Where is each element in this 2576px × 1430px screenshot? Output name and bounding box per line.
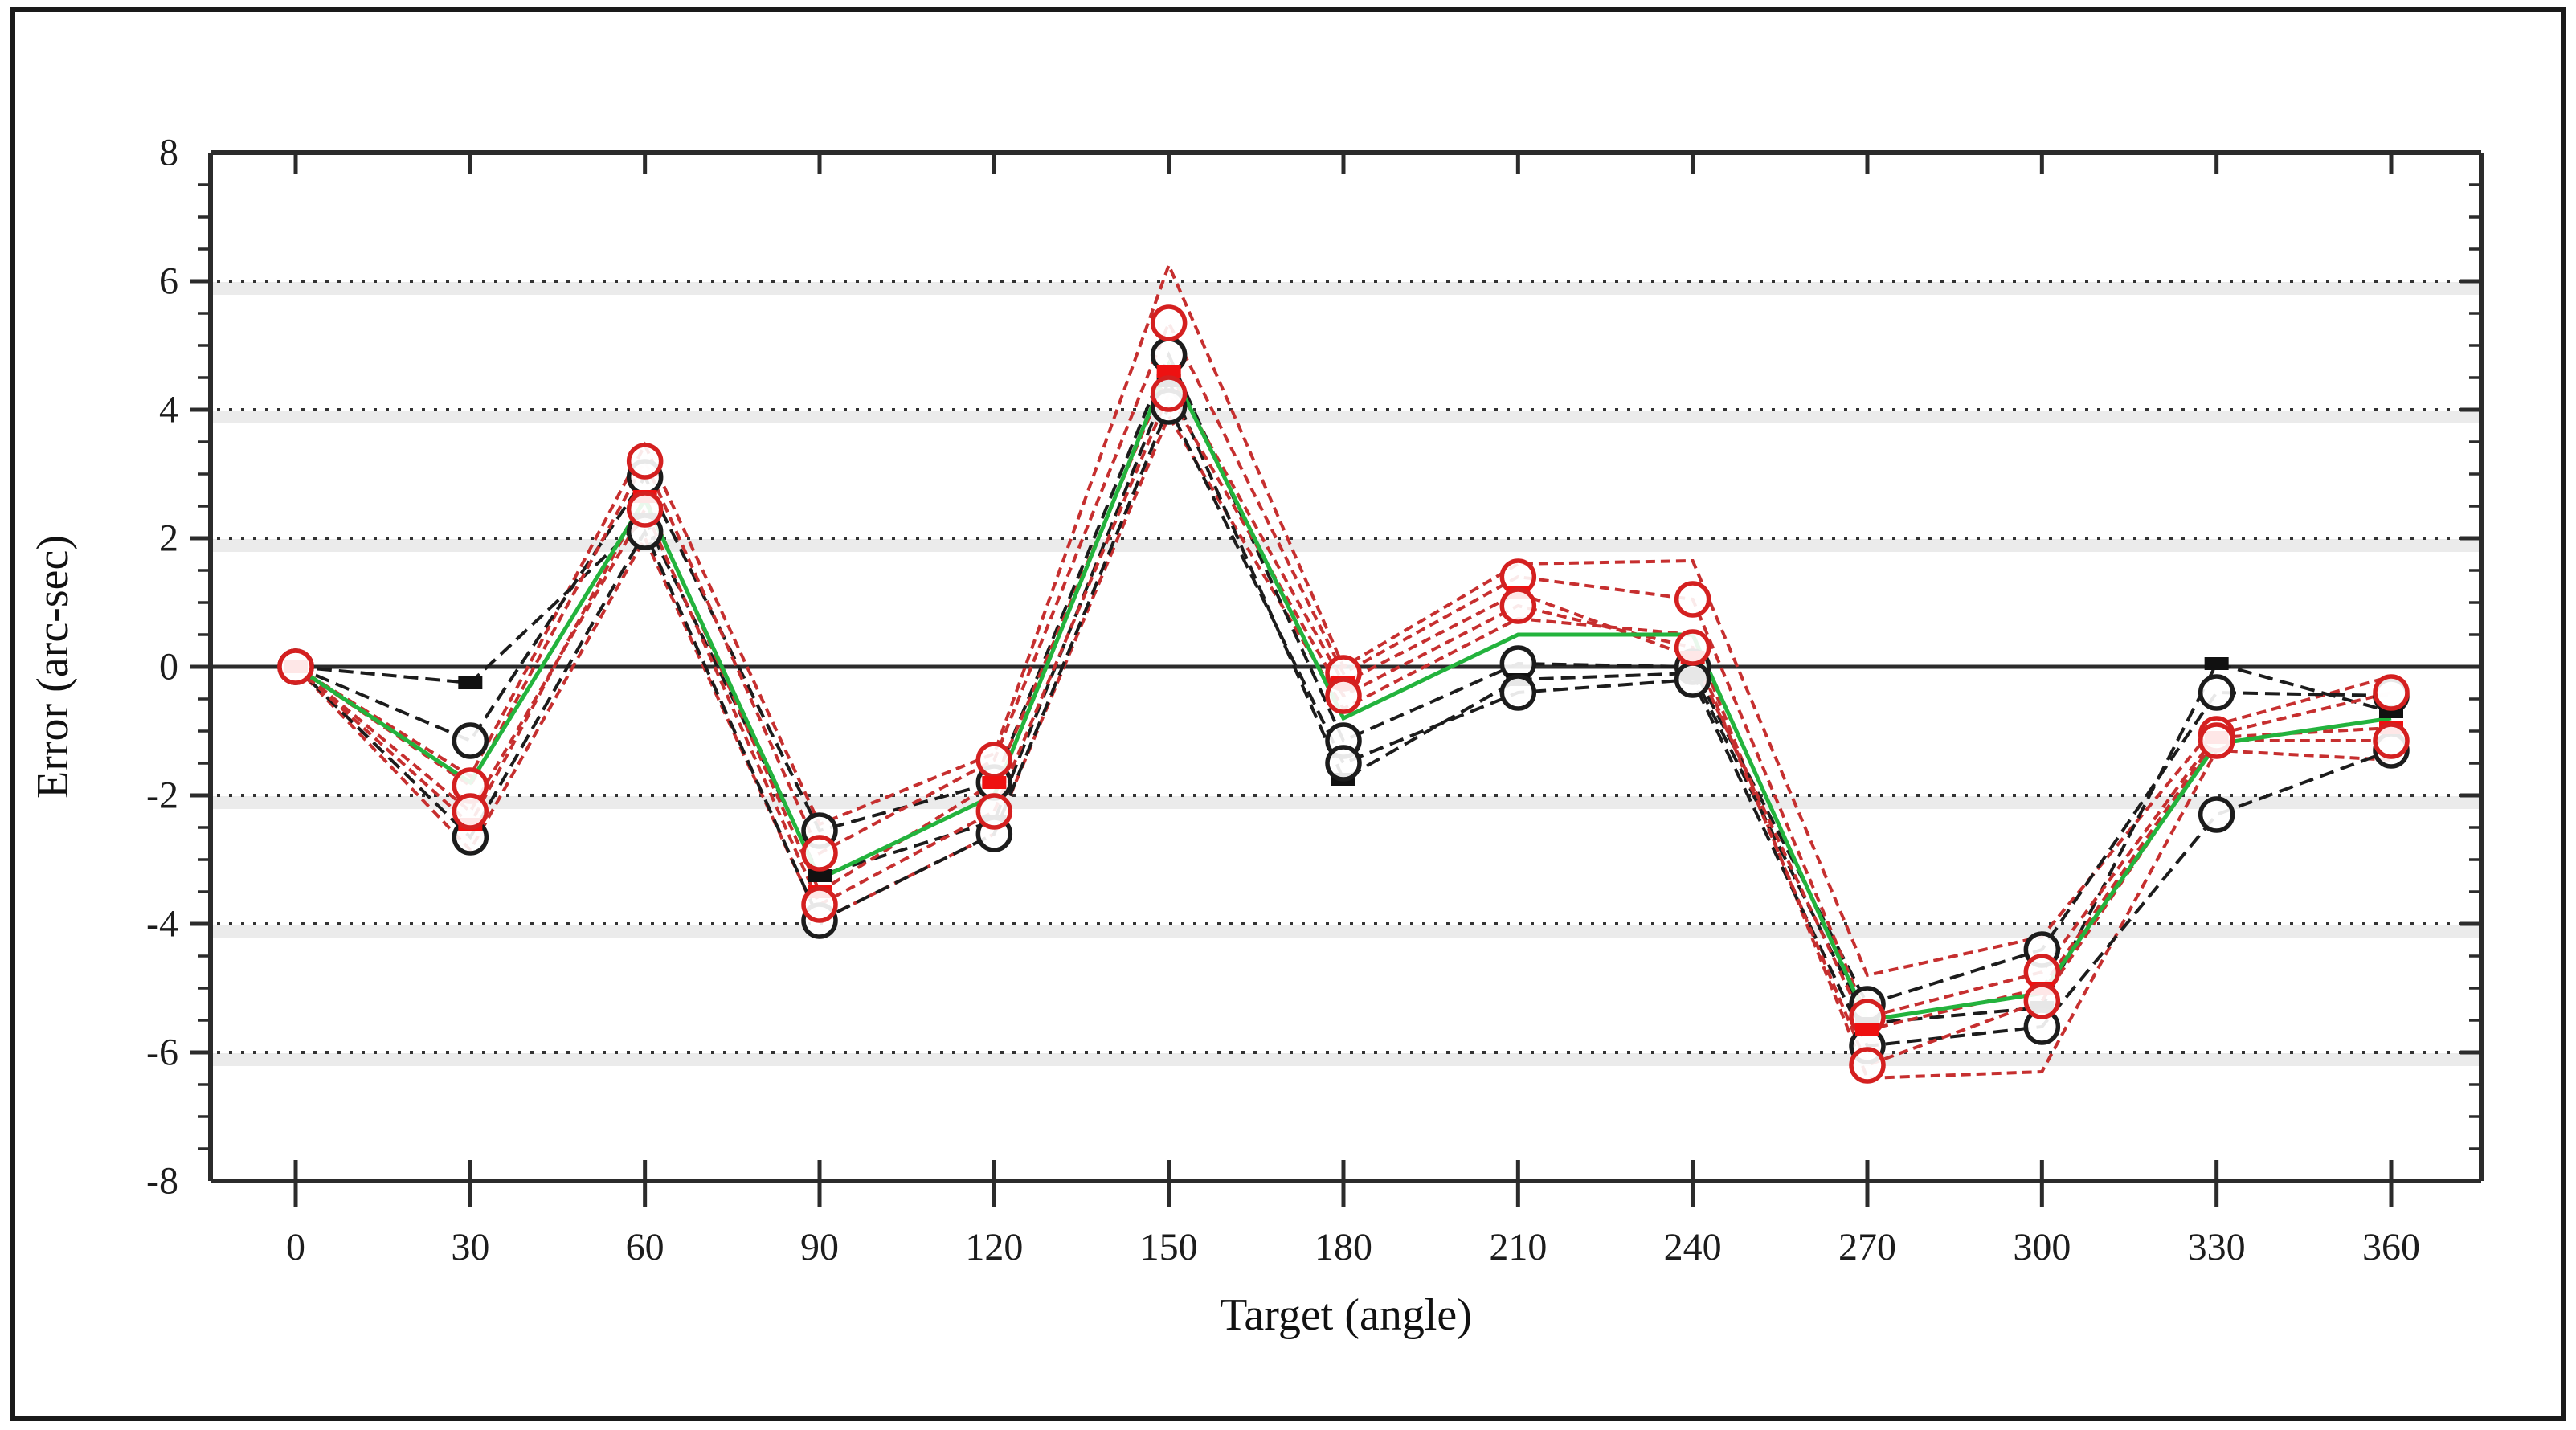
x-tick-label-150: 150 xyxy=(1140,1226,1198,1269)
x-tick-label-180: 180 xyxy=(1315,1226,1372,1269)
circle-marker xyxy=(975,793,1013,830)
circle-marker xyxy=(1325,677,1362,714)
circle-marker xyxy=(975,742,1013,778)
circle-marker xyxy=(1150,304,1188,341)
x-tick-label-240: 240 xyxy=(1664,1226,1722,1269)
circle-marker xyxy=(1849,1047,1886,1084)
circle-marker xyxy=(1325,745,1362,782)
circle-marker xyxy=(626,491,664,528)
circle-marker xyxy=(1674,629,1711,666)
x-tick-label-300: 300 xyxy=(2013,1226,2071,1269)
square-marker xyxy=(2204,657,2229,670)
y-axis-title: Error (arc-sec) xyxy=(28,535,78,799)
y-tick-label-8: 8 xyxy=(159,132,178,174)
circle-marker xyxy=(2373,722,2410,759)
y-tick-label--6: -6 xyxy=(146,1032,178,1074)
circle-marker xyxy=(1150,375,1188,412)
data-markers xyxy=(277,304,2410,1084)
markers-red-run-3 xyxy=(277,375,2410,1084)
x-tick-label-90: 90 xyxy=(800,1226,839,1269)
circle-marker xyxy=(626,443,664,480)
y-tick-label-2: 2 xyxy=(159,517,178,560)
circle-marker xyxy=(1674,661,1711,698)
circle-marker xyxy=(2198,674,2235,711)
circle-marker xyxy=(2198,796,2235,833)
x-tick-label-60: 60 xyxy=(626,1226,664,1269)
circle-marker xyxy=(1499,674,1537,711)
x-tick-label-210: 210 xyxy=(1489,1226,1547,1269)
square-marker xyxy=(1855,1023,1879,1036)
axis-ticks xyxy=(190,153,2481,1207)
y-tick-label-4: 4 xyxy=(159,389,178,431)
circle-marker xyxy=(277,648,314,685)
x-axis-title: Target (angle) xyxy=(1220,1290,1472,1340)
gridline-smears xyxy=(211,282,2481,1066)
y-tick-label-0: 0 xyxy=(159,646,178,688)
circle-marker xyxy=(2023,983,2061,1019)
y-tick-label--4: -4 xyxy=(146,903,178,946)
circle-marker xyxy=(1674,581,1711,618)
x-tick-label-120: 120 xyxy=(965,1226,1023,1269)
circle-marker xyxy=(801,886,838,923)
x-tick-label-0: 0 xyxy=(286,1226,305,1269)
y-tick-label--8: -8 xyxy=(146,1160,178,1203)
circle-marker xyxy=(2198,722,2235,759)
y-tick-label--2: -2 xyxy=(146,774,178,817)
circle-marker xyxy=(1499,587,1537,624)
x-tick-label-270: 270 xyxy=(1838,1226,1896,1269)
circle-marker xyxy=(801,835,838,872)
circle-marker xyxy=(2373,674,2410,711)
tick-labels: 8 6 4 2 0 -2 -4 -6 -8 0 30 60 90 120 150 180 210 240 270 30… xyxy=(146,132,2420,1269)
circle-marker xyxy=(452,793,489,830)
square-marker xyxy=(458,676,483,689)
y-tick-label-6: 6 xyxy=(159,260,178,303)
x-tick-label-30: 30 xyxy=(451,1226,489,1269)
square-marker xyxy=(982,776,1007,789)
x-tick-label-360: 360 xyxy=(2362,1226,2420,1269)
figure-border xyxy=(10,7,2566,1421)
circle-marker xyxy=(452,722,489,759)
x-tick-label-330: 330 xyxy=(2188,1226,2246,1269)
square-marker xyxy=(1156,365,1181,378)
square-marker xyxy=(808,869,832,882)
